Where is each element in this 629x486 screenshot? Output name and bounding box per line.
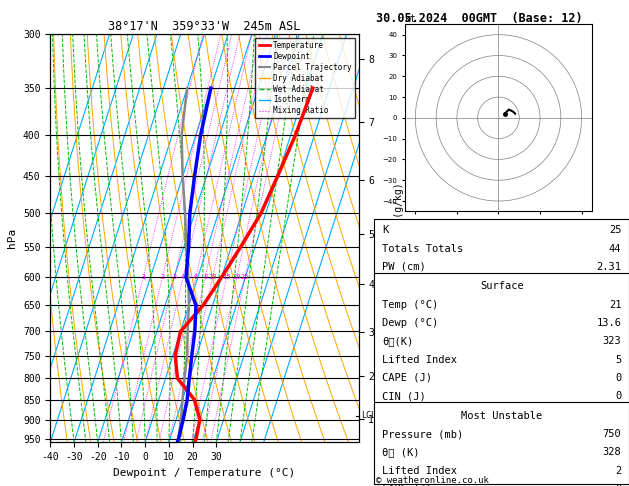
- Text: 25: 25: [609, 226, 621, 235]
- Text: Totals Totals: Totals Totals: [382, 243, 463, 254]
- Text: PW (cm): PW (cm): [382, 262, 426, 272]
- Text: Dewp (°C): Dewp (°C): [382, 318, 438, 328]
- Text: LCL: LCL: [361, 411, 376, 420]
- Text: 13.6: 13.6: [596, 318, 621, 328]
- Text: 8: 8: [203, 274, 208, 280]
- Text: Surface: Surface: [480, 281, 523, 292]
- X-axis label: Dewpoint / Temperature (°C): Dewpoint / Temperature (°C): [113, 468, 296, 478]
- Text: 0: 0: [615, 373, 621, 383]
- Text: CAPE (J): CAPE (J): [382, 373, 432, 383]
- Text: 750: 750: [603, 429, 621, 439]
- Text: 4: 4: [181, 274, 185, 280]
- Text: 2.31: 2.31: [596, 262, 621, 272]
- FancyBboxPatch shape: [374, 219, 629, 484]
- Title: 38°17'N  359°33'W  245m ASL: 38°17'N 359°33'W 245m ASL: [108, 20, 301, 33]
- Legend: Temperature, Dewpoint, Parcel Trajectory, Dry Adiabat, Wet Adiabat, Isotherm, Mi: Temperature, Dewpoint, Parcel Trajectory…: [255, 38, 355, 119]
- Y-axis label: hPa: hPa: [8, 228, 18, 248]
- Text: 5: 5: [615, 355, 621, 364]
- Text: CIN (J): CIN (J): [382, 391, 426, 401]
- Text: 44: 44: [609, 243, 621, 254]
- Text: Pressure (mb): Pressure (mb): [382, 429, 463, 439]
- Text: K: K: [382, 226, 388, 235]
- Text: 2: 2: [615, 466, 621, 476]
- Text: 20: 20: [233, 274, 241, 280]
- Text: Lifted Index: Lifted Index: [382, 466, 457, 476]
- Text: 0: 0: [615, 484, 621, 486]
- Text: 0: 0: [615, 391, 621, 401]
- Text: 1: 1: [141, 274, 145, 280]
- Text: 328: 328: [603, 447, 621, 457]
- Text: 323: 323: [603, 336, 621, 347]
- Text: 25: 25: [241, 274, 249, 280]
- Text: © weatheronline.co.uk: © weatheronline.co.uk: [376, 476, 489, 485]
- Text: Lifted Index: Lifted Index: [382, 355, 457, 364]
- Text: CAPE (J): CAPE (J): [382, 484, 432, 486]
- Y-axis label: km
ASL: km ASL: [386, 238, 404, 260]
- Text: 15: 15: [222, 274, 231, 280]
- Text: Temp (°C): Temp (°C): [382, 300, 438, 310]
- Text: Mixing Ratio (g/kg): Mixing Ratio (g/kg): [394, 182, 404, 294]
- Text: 21: 21: [609, 300, 621, 310]
- Text: θᴇ(K): θᴇ(K): [382, 336, 413, 347]
- Text: 10: 10: [208, 274, 217, 280]
- Text: kt: kt: [405, 14, 416, 24]
- Text: θᴇ (K): θᴇ (K): [382, 447, 420, 457]
- Text: 30.05.2024  00GMT  (Base: 12): 30.05.2024 00GMT (Base: 12): [376, 12, 582, 25]
- Text: Most Unstable: Most Unstable: [461, 411, 542, 421]
- Text: 2: 2: [160, 274, 165, 280]
- Text: 6: 6: [194, 274, 198, 280]
- Text: 3: 3: [172, 274, 176, 280]
